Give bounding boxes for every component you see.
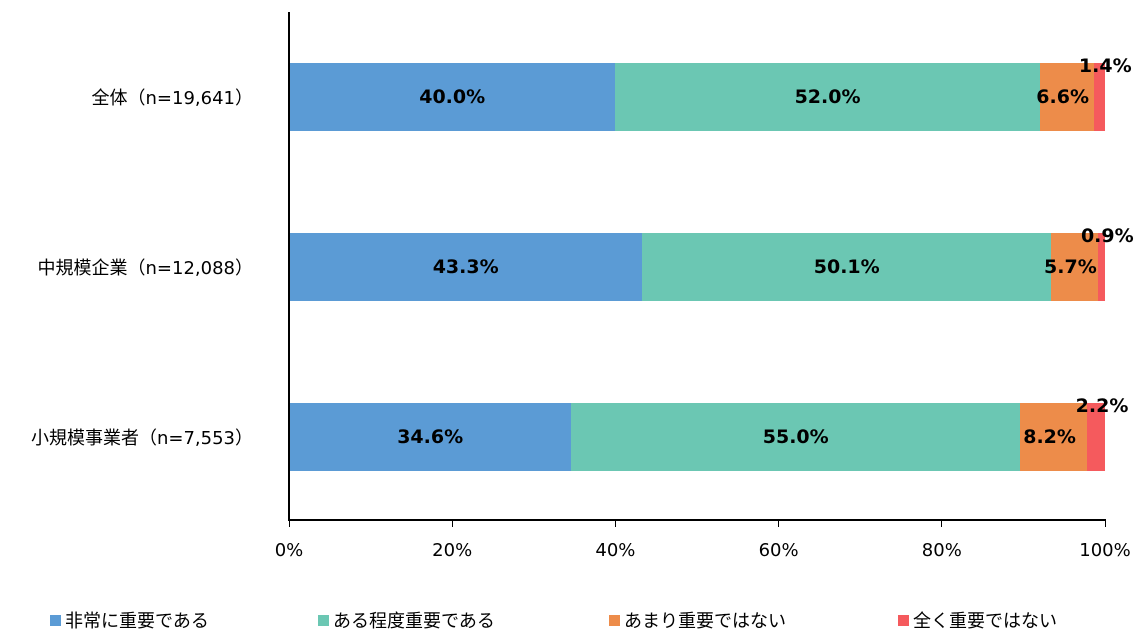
- data-label: 8.2%: [1023, 426, 1076, 448]
- legend-swatch-icon: [898, 614, 909, 626]
- bar-segment: [1039, 63, 1094, 131]
- bar-segment: [1051, 233, 1098, 301]
- category-label: 中規模企業（n=12,088）: [37, 258, 253, 279]
- x-tick: [614, 519, 616, 527]
- bar-segment: [642, 233, 1052, 301]
- bar-segment: [289, 63, 616, 131]
- bar-segment: [1020, 403, 1088, 471]
- x-tick-label: 40%: [595, 540, 636, 561]
- bar-segment: [289, 403, 572, 471]
- legend-label: あまり重要ではない: [624, 611, 786, 632]
- legend-item: 非常に重要である: [50, 607, 209, 633]
- bar-segment: [571, 403, 1021, 471]
- bar-segment: [1097, 233, 1105, 301]
- bar-segment: [1093, 63, 1105, 131]
- bar-segment: [615, 63, 1040, 131]
- legend-label: 全く重要ではない: [913, 611, 1057, 632]
- data-label: 40.0%: [419, 86, 486, 108]
- x-tick: [1104, 519, 1106, 527]
- data-label: 2.2%: [1075, 395, 1129, 417]
- x-tick-label: 20%: [432, 540, 473, 561]
- x-tick-label: 0%: [274, 540, 304, 561]
- y-axis-line: [288, 12, 290, 521]
- x-tick-label: 80%: [921, 540, 962, 561]
- data-label: 0.9%: [1080, 225, 1134, 247]
- data-label: 52.0%: [794, 86, 861, 108]
- data-label: 34.6%: [397, 426, 464, 448]
- category-label: 小規模事業者（n=7,553）: [30, 428, 253, 449]
- data-label: 1.4%: [1078, 55, 1132, 77]
- legend-label: 非常に重要である: [65, 611, 209, 632]
- legend-swatch-icon: [318, 614, 329, 626]
- data-label: 55.0%: [762, 426, 829, 448]
- data-label: 50.1%: [813, 256, 880, 278]
- legend: 非常に重要である ある程度重要である あまり重要ではない 全く重要ではない: [0, 607, 1141, 632]
- data-label: 43.3%: [432, 256, 499, 278]
- legend-swatch-icon: [609, 614, 620, 626]
- x-tick: [288, 519, 290, 527]
- x-tick: [941, 519, 943, 527]
- data-label: 6.6%: [1036, 86, 1089, 108]
- legend-item: 全く重要ではない: [898, 607, 1057, 633]
- bar-segment: [289, 233, 643, 301]
- category-label: 全体（n=19,641）: [91, 88, 253, 109]
- x-tick-label: 100%: [1079, 540, 1131, 561]
- legend-item: あまり重要ではない: [609, 607, 786, 633]
- legend-swatch-icon: [50, 614, 61, 626]
- legend-item: ある程度重要である: [318, 607, 495, 633]
- data-label: 5.7%: [1044, 256, 1097, 278]
- x-axis-line: [288, 519, 1106, 521]
- x-tick: [778, 519, 780, 527]
- x-tick-label: 60%: [758, 540, 799, 561]
- bar-segment: [1087, 403, 1105, 471]
- x-tick: [451, 519, 453, 527]
- legend-label: ある程度重要である: [333, 611, 495, 632]
